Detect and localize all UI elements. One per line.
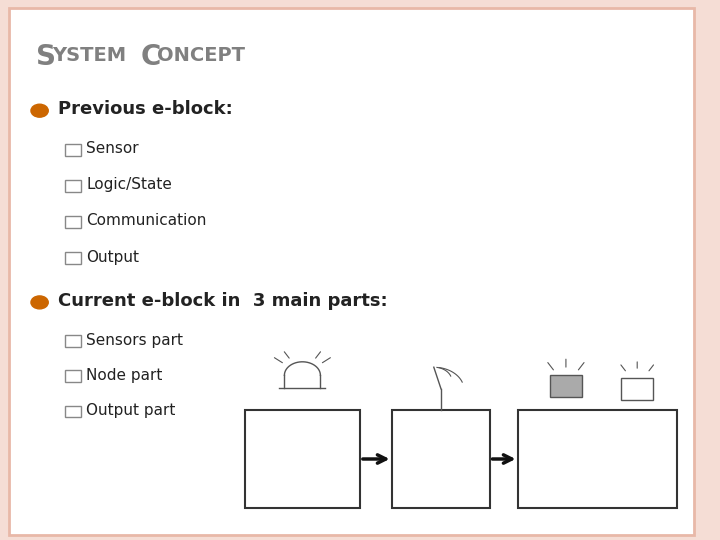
Text: $\frac{0}{f_7} \rightarrow \frac{0}{f_7}$: $\frac{0}{f_7} \rightarrow \frac{0}{f_7}… xyxy=(289,449,315,469)
Text: Output: Output xyxy=(580,489,615,499)
Text: Sensor: Sensor xyxy=(286,489,319,499)
Text: Output part: Output part xyxy=(86,403,176,418)
Text: ONCEPT: ONCEPT xyxy=(157,46,245,65)
Text: Sensor: Sensor xyxy=(86,141,139,156)
Bar xyxy=(65,370,81,382)
Text: C: C xyxy=(140,43,161,71)
Text: Node part: Node part xyxy=(86,368,163,383)
Bar xyxy=(65,216,81,228)
Bar xyxy=(550,375,582,397)
Text: Wireless
Transmitter: Wireless Transmitter xyxy=(417,444,465,463)
Bar xyxy=(621,378,653,400)
Text: Previous e-block:: Previous e-block: xyxy=(58,100,233,118)
Bar xyxy=(65,180,81,192)
Bar xyxy=(65,335,81,347)
Text: Beeper: Beeper xyxy=(551,455,581,463)
Bar xyxy=(245,410,360,508)
Bar xyxy=(392,410,490,508)
Bar xyxy=(65,252,81,264)
Text: S: S xyxy=(36,43,56,71)
Bar xyxy=(65,406,81,417)
Bar xyxy=(65,144,81,156)
Text: Output: Output xyxy=(86,249,140,265)
Circle shape xyxy=(31,104,48,117)
Text: Logic/State: Logic/State xyxy=(86,177,172,192)
Text: Sensors part: Sensors part xyxy=(86,333,184,348)
Text: Communication: Communication xyxy=(86,213,207,228)
Bar xyxy=(518,410,677,508)
Text: LED: LED xyxy=(629,455,645,463)
Text: Current e-block in  3 main parts:: Current e-block in 3 main parts: xyxy=(58,292,387,310)
Circle shape xyxy=(31,296,48,309)
Text: Node: Node xyxy=(428,489,454,499)
Text: YSTEM: YSTEM xyxy=(52,46,126,65)
